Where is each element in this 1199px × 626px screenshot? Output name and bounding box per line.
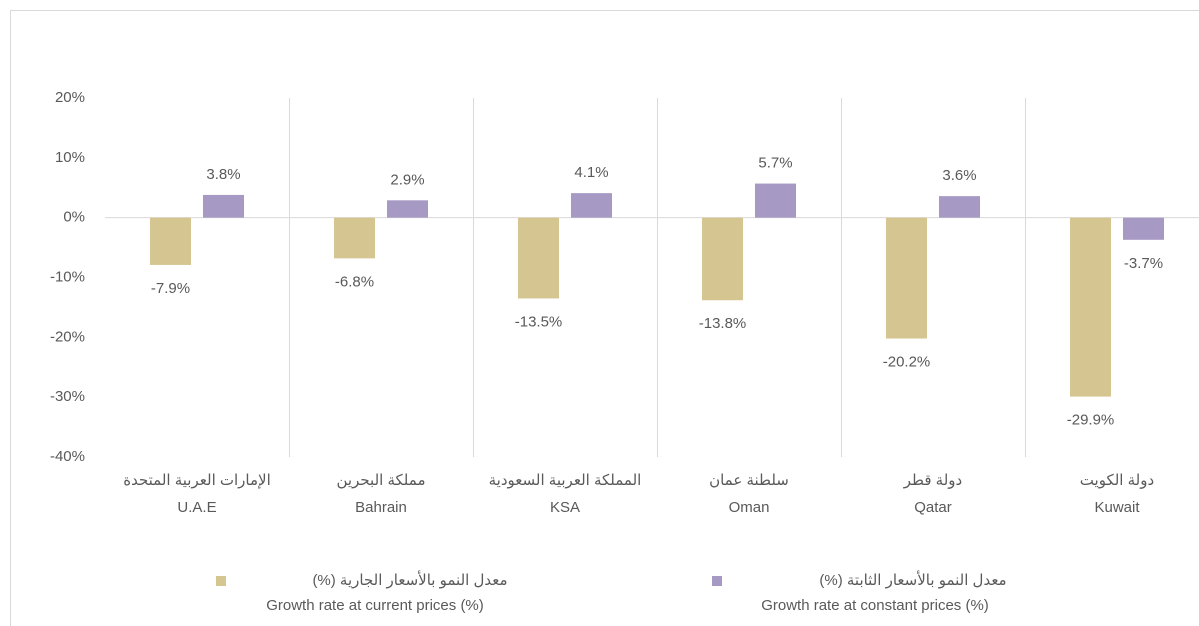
bar xyxy=(334,217,375,259)
value-label: 5.7% xyxy=(758,155,792,172)
value-label: -7.9% xyxy=(151,280,190,297)
bar xyxy=(387,200,428,218)
x-tick-label: Bahrain xyxy=(355,499,407,516)
bar xyxy=(150,217,191,265)
legend-swatch xyxy=(216,576,226,586)
bar xyxy=(571,193,612,218)
value-label: -6.8% xyxy=(335,273,374,290)
legend-swatch xyxy=(712,576,722,586)
y-tick-label: 10% xyxy=(55,149,85,166)
x-tick-label: الإمارات العربية المتحدة xyxy=(123,472,271,489)
legend-label: معدل النمو بالأسعار الجارية (%) xyxy=(312,570,507,589)
legend-label: Growth rate at constant prices (%) xyxy=(761,597,989,614)
value-label: 2.9% xyxy=(390,171,424,188)
y-tick-label: -10% xyxy=(50,268,85,285)
value-label: 3.6% xyxy=(942,167,976,184)
x-tick-label: المملكة العربية السعودية xyxy=(489,472,642,489)
x-tick-label: دولة الكويت xyxy=(1080,472,1154,489)
bar xyxy=(518,217,559,299)
x-tick-label: Qatar xyxy=(914,499,952,516)
chart-frame xyxy=(10,10,1199,626)
x-tick-label: مملكة البحرين xyxy=(337,472,426,489)
bar xyxy=(702,217,743,301)
x-tick-label: Oman xyxy=(729,499,770,516)
value-label: -29.9% xyxy=(1067,412,1115,429)
y-tick-label: 20% xyxy=(55,89,85,106)
value-label: -13.8% xyxy=(699,315,747,332)
value-label: -3.7% xyxy=(1124,255,1163,272)
y-tick-label: -20% xyxy=(50,328,85,345)
y-tick-label: 0% xyxy=(63,209,85,226)
value-label: -13.5% xyxy=(515,313,563,330)
value-label: 4.1% xyxy=(574,164,608,181)
bar xyxy=(939,196,980,218)
x-tick-label: U.A.E xyxy=(177,499,216,516)
bar xyxy=(886,217,927,339)
bar xyxy=(1070,217,1111,397)
bar xyxy=(755,183,796,218)
bar xyxy=(203,194,244,218)
legend-label: معدل النمو بالأسعار الثابتة (%) xyxy=(819,570,1006,589)
y-tick-label: -40% xyxy=(50,448,85,465)
x-tick-label: دولة قطر xyxy=(903,472,962,489)
y-tick-label: -30% xyxy=(50,388,85,405)
value-label: -20.2% xyxy=(883,353,931,370)
x-tick-label: KSA xyxy=(550,499,580,516)
x-tick-label: Kuwait xyxy=(1094,499,1140,516)
x-tick-label: سلطنة عمان xyxy=(709,472,789,489)
value-label: 3.8% xyxy=(206,166,240,183)
bar xyxy=(1123,217,1164,240)
legend-label: Growth rate at current prices (%) xyxy=(266,597,484,614)
